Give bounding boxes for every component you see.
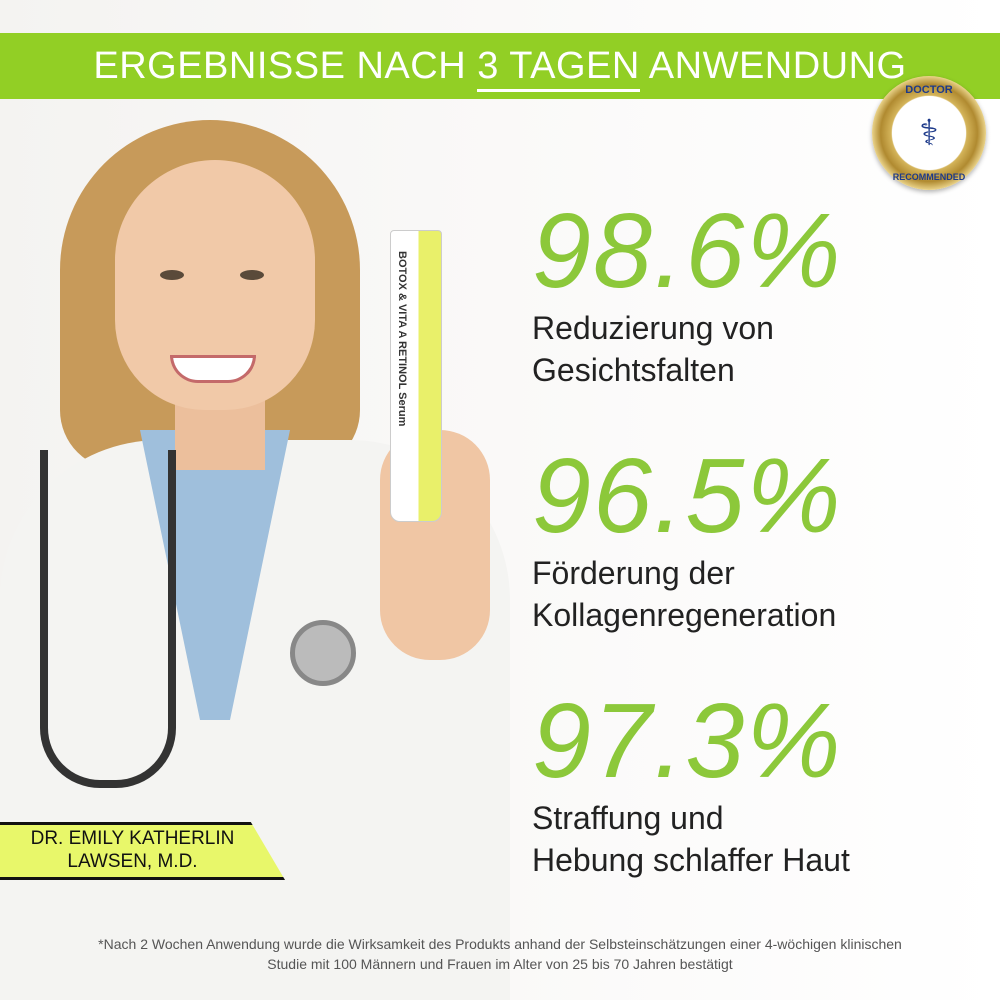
stat-2: 96.5% Förderung der Kollagenregeneration	[532, 443, 843, 636]
stethoscope-icon	[40, 450, 176, 788]
footnote-line: *Nach 2 Wochen Anwendung wurde die Wirks…	[98, 936, 902, 952]
stat-line: Kollagenregeneration	[532, 596, 837, 633]
eye	[240, 270, 264, 280]
stat-value: 98.6%	[532, 192, 843, 310]
headline-part: ERGEBNISSE NACH	[93, 44, 478, 87]
headline-part: ANWENDUNG	[639, 44, 907, 87]
stat-description: Förderung der Kollagenregeneration	[532, 553, 843, 636]
doctor-title: LAWSEN, M.D.	[67, 851, 198, 872]
stat-1: 98.6% Reduzierung von Gesichtsfalten	[532, 198, 843, 391]
headline: ERGEBNISSE NACH 3 TAGEN ANWENDUNG	[93, 44, 907, 92]
stat-line: Förderung der	[532, 555, 735, 591]
caduceus-icon: ⚕	[892, 96, 966, 170]
doctor-name: DR. EMILY KATHERLIN	[30, 828, 235, 850]
stat-line: Gesichtsfalten	[532, 351, 735, 388]
stat-description: Straffung und Hebung schlaffer Haut	[532, 798, 850, 881]
stat-description: Reduzierung von Gesichtsfalten	[532, 308, 843, 391]
product-label: BOTOX & VITA A RETINOL Serum	[396, 251, 408, 427]
eye	[160, 270, 184, 280]
headline-banner: ERGEBNISSE NACH 3 TAGEN ANWENDUNG	[0, 33, 1000, 99]
badge-bottom-text: RECOMMENDED	[892, 172, 966, 182]
stethoscope-chestpiece-icon	[290, 620, 356, 686]
doctor-recommended-badge: ⚕ DOCTOR RECOMMENDED	[872, 76, 986, 190]
footnote-line: Studie mit 100 Männern und Frauen im Alt…	[267, 956, 733, 973]
stat-value: 97.3%	[532, 682, 843, 800]
stat-line: Hebung schlaffer Haut	[532, 841, 850, 878]
stat-line: Reduzierung von	[532, 310, 774, 346]
stat-line: Straffung und	[532, 800, 724, 836]
product-tube: BOTOX & VITA A RETINOL Serum	[390, 230, 442, 522]
footnote: *Nach 2 Wochen Anwendung wurde die Wirks…	[0, 934, 1000, 975]
headline-underlined: 3 TAGEN	[477, 44, 640, 92]
stat-value: 96.5%	[532, 437, 843, 555]
doctor-nameplate: DR. EMILY KATHERLIN LAWSEN, M.D.	[0, 822, 285, 880]
stat-3: 97.3% Straffung und Hebung schlaffer Haut	[532, 688, 850, 881]
badge-top-text: DOCTOR	[905, 84, 953, 96]
